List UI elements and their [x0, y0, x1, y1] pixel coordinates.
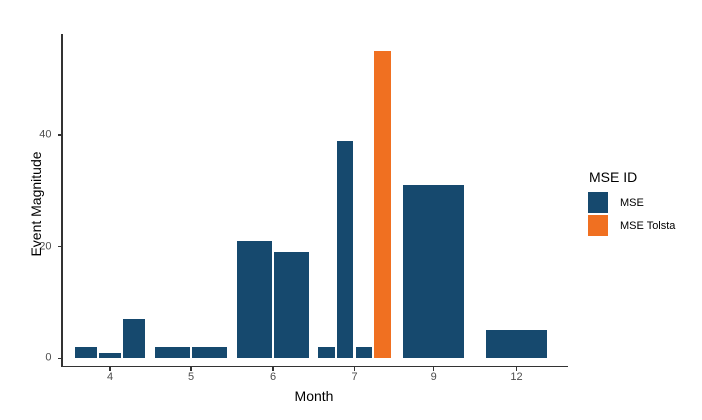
legend-entry: MSE — [588, 192, 675, 213]
legend-title: MSE ID — [589, 169, 638, 185]
legend-swatch — [588, 192, 608, 213]
x-tick-mark — [515, 367, 518, 371]
y-tick-label: 20 — [39, 240, 52, 253]
y-tick-mark — [57, 134, 61, 136]
y-tick-mark — [57, 245, 61, 248]
legend-entry: MSE Tolsta — [588, 215, 675, 236]
x-tick-label: 4 — [106, 371, 114, 383]
x-tick-label: 6 — [269, 371, 277, 383]
x-tick-mark — [432, 367, 435, 371]
y-tick-label: 40 — [39, 128, 52, 141]
x-tick-label: 7 — [351, 371, 358, 383]
legend-label: MSE — [620, 196, 644, 209]
x-tick-label: 12 — [510, 371, 523, 383]
bar-month-5-1 — [155, 347, 190, 359]
bar-month-6-2 — [274, 252, 309, 359]
legend: MSE ID MSE MSE Tolsta — [588, 170, 675, 238]
bar-month-12-1 — [485, 330, 548, 359]
bar-month-7-4 — [374, 51, 391, 359]
y-tick-mark — [57, 357, 61, 360]
bar-month-7-3 — [355, 347, 373, 359]
y-axis-line — [61, 34, 63, 366]
bar-month-4-1 — [75, 347, 97, 359]
legend-swatch — [588, 215, 608, 236]
bar-month-9-1 — [402, 185, 465, 359]
x-tick-label: 9 — [430, 371, 437, 383]
bar-month-6-1 — [237, 241, 272, 359]
y-axis-title: Event Magnitude — [28, 151, 44, 257]
bar-month-7-2 — [336, 140, 354, 359]
y-tick-label: 0 — [45, 351, 52, 364]
bar-month-7-1 — [318, 347, 335, 359]
x-tick-mark — [109, 367, 111, 371]
legend-label: MSE Tolsta — [620, 219, 676, 232]
bar-month-5-2 — [192, 347, 227, 359]
legend-entries: MSE MSE Tolsta — [588, 192, 675, 236]
x-tick-mark — [272, 367, 274, 371]
x-tick-label: 5 — [187, 371, 195, 383]
bar-month-4-2 — [99, 352, 121, 359]
x-tick-mark — [190, 367, 192, 371]
x-axis-title: Month — [294, 388, 334, 404]
x-tick-mark — [353, 367, 356, 371]
bar-month-4-3 — [123, 319, 145, 359]
x-axis-line — [61, 365, 568, 367]
